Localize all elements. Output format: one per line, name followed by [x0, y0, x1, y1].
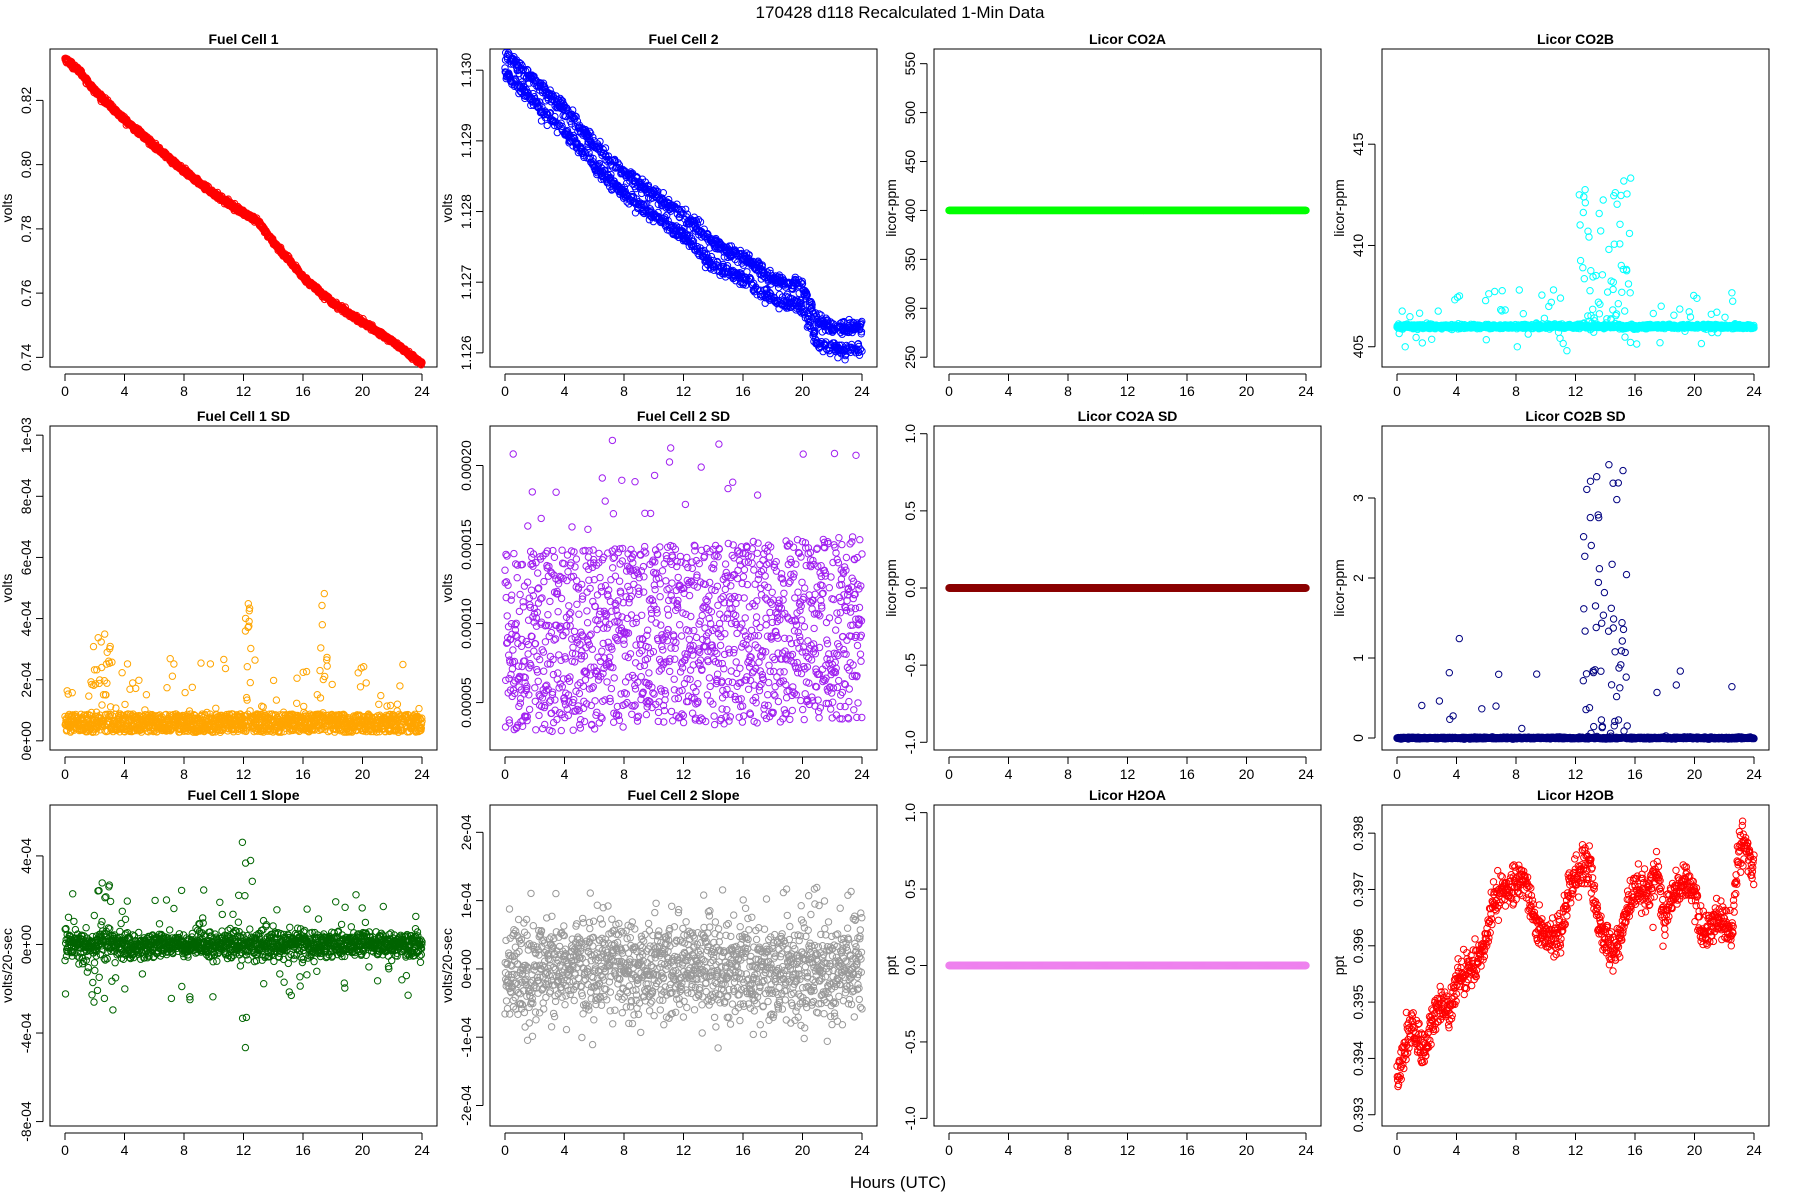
series-points: [61, 54, 426, 369]
x-tick-label: 20: [1239, 383, 1255, 399]
x-tick-label: 24: [854, 383, 870, 399]
data-point: [1481, 296, 1490, 305]
data-point: [1524, 330, 1532, 338]
panels-grid: Fuel Cell 1 0 4 8 12 16 20 24 0.74 0.76 0.78 0.80 0.…: [0, 31, 1770, 1158]
data-point: [1398, 307, 1406, 315]
x-tick-label: 24: [414, 383, 430, 399]
y-tick-label: 1.128: [458, 194, 474, 229]
x-tick-label: 8: [180, 383, 188, 399]
data-point: [1513, 343, 1522, 351]
x-tick-label: 16: [295, 383, 311, 399]
figure-title: 170428 d118 Recalculated 1-Min Data: [756, 3, 1045, 22]
y-axis-label: volts: [0, 194, 15, 223]
y-tick-label: 0.80: [18, 151, 34, 178]
x-tick-label: 24: [1746, 383, 1762, 399]
x-tick-label: 0: [1393, 383, 1401, 399]
y-tick-label: 400: [902, 199, 918, 223]
series-points: [501, 49, 866, 364]
x-tick-label: 16: [735, 383, 751, 399]
data-point: [1498, 287, 1506, 295]
y-axis-label: licor-ppm: [1331, 179, 1347, 237]
data-point: [77, 67, 86, 75]
x-tick-label: 0: [501, 383, 509, 399]
data-point: [1418, 339, 1427, 347]
x-tick-label: 4: [121, 383, 129, 399]
data-point: [1412, 333, 1420, 342]
panel-fc1: Fuel Cell 1 0 4 8 12 16 20 24 0.74 0.76 0.78 0.80 0.…: [0, 31, 438, 399]
panel-co2a: Licor CO2A 0 4 8 12 16 20 24 250 300 350 400 450 500 5…: [883, 31, 1322, 399]
panel-title: Licor CO2A: [1089, 31, 1166, 47]
y-tick-label: 350: [902, 247, 918, 271]
series-points: [945, 206, 1310, 215]
data-point: [1406, 313, 1414, 321]
data-point: [1491, 287, 1499, 296]
y-tick-label: 550: [902, 52, 918, 76]
x-tick-label: 4: [1453, 383, 1461, 399]
x-tick-label: 8: [620, 383, 628, 399]
data-point: [1455, 292, 1464, 300]
data-point: [1401, 343, 1409, 351]
data-point: [1515, 286, 1524, 294]
x-tick-label: 24: [1298, 383, 1314, 399]
y-tick-label: 415: [1350, 132, 1366, 156]
x-tick-label: 12: [1120, 383, 1136, 399]
x-tick-label: 0: [61, 383, 69, 399]
x-tick-label: 12: [1568, 383, 1584, 399]
x-tick-label: 12: [236, 383, 252, 399]
y-tick-label: 1.129: [458, 123, 474, 158]
y-tick-label: 405: [1350, 335, 1366, 359]
x-tick-label: 8: [1512, 383, 1520, 399]
y-tick-label: 0.78: [18, 215, 34, 242]
y-tick-label: 450: [902, 150, 918, 174]
plot-frame: [1381, 48, 1770, 368]
panel-title: Fuel Cell 2: [648, 31, 718, 47]
figure-xlabel: Hours (UTC): [850, 1173, 946, 1192]
x-tick-label: 0: [945, 383, 953, 399]
y-axis-label: licor-ppm: [883, 179, 899, 237]
panel-title: Licor CO2B: [1537, 31, 1614, 47]
y-tick-label: 250: [902, 345, 918, 369]
panel-co2b: Licor CO2B 0 4 8 12 16 20 24 405 410 415 licor-ppm: [1331, 31, 1770, 399]
y-tick-label: 410: [1350, 234, 1366, 258]
y-axis-label: volts: [439, 194, 455, 223]
x-tick-label: 20: [355, 383, 371, 399]
y-tick-label: 500: [902, 101, 918, 125]
data-point: [1428, 335, 1436, 343]
y-tick-label: 0.82: [18, 87, 34, 114]
x-tick-label: 4: [1005, 383, 1013, 399]
x-tick-label: 12: [676, 383, 692, 399]
y-tick-label: 1.126: [458, 335, 474, 370]
x-tick-label: 8: [1064, 383, 1072, 399]
y-tick-label: 300: [902, 296, 918, 320]
y-tick-label: 1.130: [458, 52, 474, 87]
data-point: [1434, 307, 1442, 315]
plot-frame: [49, 48, 438, 368]
data-point: [1519, 310, 1528, 318]
y-tick-label: 0.76: [18, 279, 34, 306]
y-tick-label: 1.127: [458, 264, 474, 299]
x-tick-label: 20: [795, 383, 811, 399]
data-point: [1482, 336, 1491, 344]
x-tick-label: 16: [1179, 383, 1195, 399]
panel-fc2: Fuel Cell 2 0 4 8 12 16 20 24 1.126 1.127 1.128 1.1…: [439, 31, 878, 399]
y-tick-label: 0.74: [18, 344, 34, 371]
data-point: [1415, 309, 1424, 317]
x-tick-label: 4: [561, 383, 569, 399]
series-points: [1393, 174, 1758, 355]
x-tick-label: 16: [1627, 383, 1643, 399]
panel-title: Fuel Cell 1: [208, 31, 278, 47]
x-tick-label: 20: [1687, 383, 1703, 399]
